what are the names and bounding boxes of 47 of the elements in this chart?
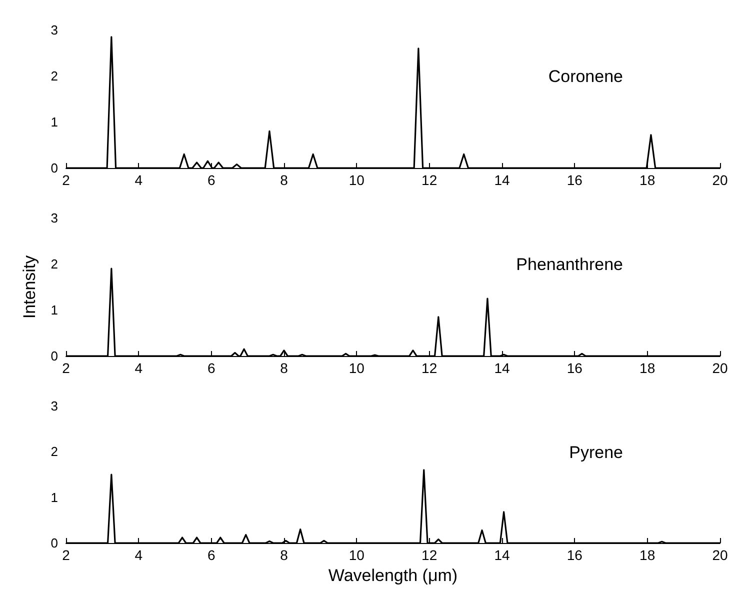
x-tick-label: 8	[280, 360, 288, 376]
x-tick-label: 16	[566, 172, 583, 188]
x-tick-label: 10	[348, 547, 365, 563]
x-tick-label: 18	[640, 172, 656, 188]
y-tick-label: 2	[50, 256, 58, 272]
x-tick-label: 20	[712, 172, 728, 188]
text: Coronene	[548, 67, 624, 86]
text: Phenanthrene	[516, 255, 624, 274]
x-tick-label: 12	[422, 172, 438, 188]
x-tick-label: 6	[207, 172, 216, 188]
y-tick-label: 1	[50, 490, 58, 505]
x-tick-label: 12	[422, 547, 438, 563]
x-tick-label: 20	[712, 547, 728, 563]
x-tick-label: 4	[134, 360, 143, 376]
y-tick-label: 3	[50, 398, 58, 414]
x-tick-label: 12	[422, 360, 438, 376]
y-tick-label: 1	[50, 302, 58, 318]
y-tick-label: 0	[50, 348, 58, 364]
x-tick-label: 2	[62, 172, 70, 188]
y-tick-label: 2	[50, 68, 58, 84]
text: Pyrene	[569, 443, 624, 462]
x-tick-label: 2	[62, 360, 70, 376]
x-tick-label: 14	[494, 360, 510, 376]
x-tick-label: 16	[566, 360, 583, 376]
y-tick-label: 0	[50, 536, 58, 550]
x-tick-label: 18	[640, 547, 656, 563]
x-tick-label: 16	[566, 547, 583, 563]
x-tick-label: 14	[494, 172, 510, 188]
x-tick-label: 4	[134, 547, 143, 563]
x-tick-label: 20	[712, 360, 728, 376]
x-tick-label: 10	[348, 172, 365, 188]
x-tick-label: 18	[640, 360, 656, 376]
x-tick-label: 14	[494, 547, 510, 563]
x-tick-label: 8	[280, 172, 288, 188]
y-tick-label: 0	[50, 160, 58, 176]
y-tick-label: 1	[50, 114, 58, 130]
x-tick-label: 8	[280, 547, 288, 563]
x-tick-label: 6	[207, 547, 216, 563]
y-tick-label: 2	[50, 444, 58, 460]
x-axis-title: Wavelength (μm)	[328, 566, 458, 585]
x-tick-label: 2	[62, 547, 70, 563]
x-tick-label: 10	[348, 360, 365, 376]
x-tick-label: 4	[134, 172, 143, 188]
x-tick-label: 6	[207, 360, 216, 376]
y-tick-label: 3	[50, 22, 58, 38]
y-axis-title: Intensity	[20, 254, 39, 319]
y-tick-label: 3	[50, 210, 58, 226]
